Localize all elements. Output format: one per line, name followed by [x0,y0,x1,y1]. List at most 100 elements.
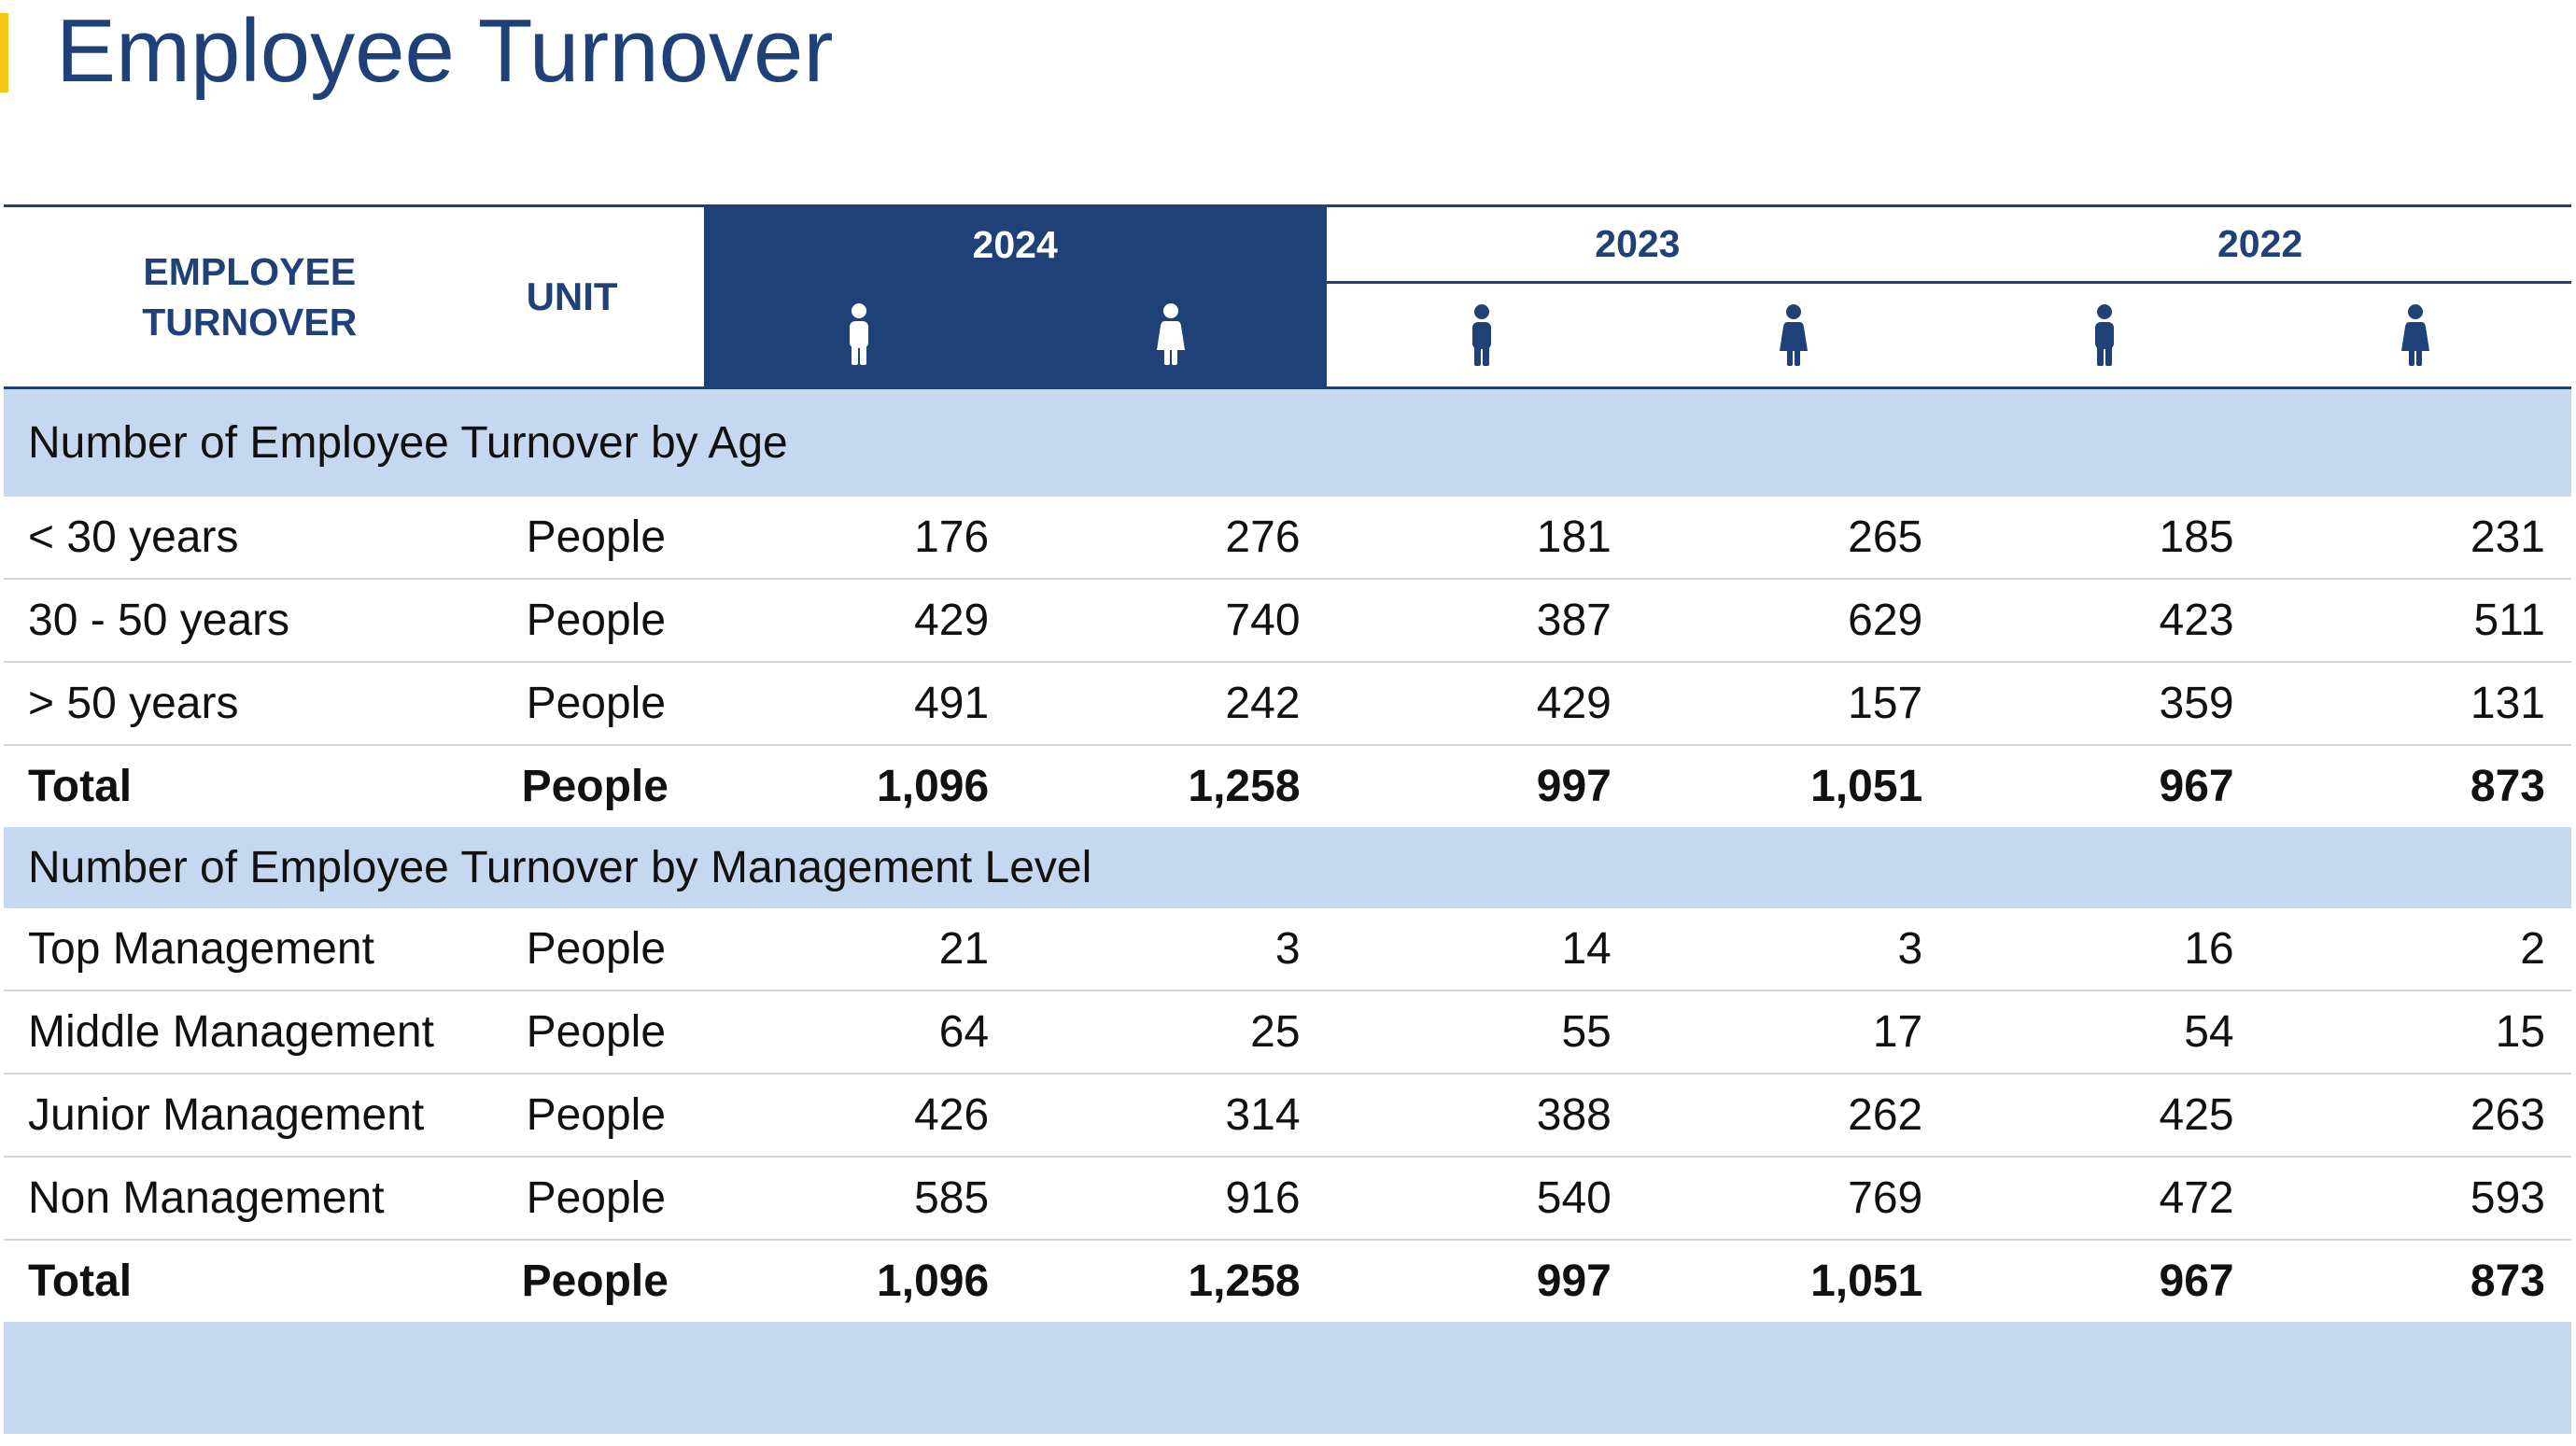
value-cell: 1,051 [1810,1256,1923,1306]
row-label: Non Management [4,1157,496,1241]
row-label: < 30 years [4,497,496,580]
section-header-management-level: Number of Employee Turnover by Managemen… [4,827,2571,908]
value-cell: 242 [1015,662,1327,746]
row-label: > 50 years [4,662,496,746]
value-cell: 585 [703,1157,1016,1241]
header-employee-turnover: EMPLOYEE TURNOVER [4,204,496,389]
value-cell: 873 [2470,1256,2545,1306]
row-unit: People [495,497,704,580]
value-cell: 540 [1326,1157,1638,1241]
value-cell: 472 [1949,1157,2260,1241]
value-cell: 131 [2259,662,2571,746]
value-cell: 873 [2470,762,2545,811]
table-row: > 50 years People 491 242 429 157 359 13… [4,662,2571,746]
section-title: Number of Employee Turnover by Age [4,387,2571,497]
value-cell: 916 [1015,1157,1327,1241]
value-cell: 1,096 [877,762,990,811]
value-cell: 185 [1949,497,2260,580]
value-cell: 429 [1326,662,1638,746]
value-cell: 511 [2259,579,2571,663]
value-cell: 388 [1326,1074,1638,1158]
row-label: Junior Management [4,1074,496,1158]
year-header-2023: 2023 [1326,204,1950,284]
value-cell: 1,258 [1188,762,1301,811]
value-cell: 176 [703,497,1016,580]
value-cell: 55 [1326,990,1638,1074]
value-cell: 425 [1949,1074,2260,1158]
value-cell: 423 [1949,579,2260,663]
row-unit: People [495,1074,704,1158]
value-cell: 21 [703,908,1016,991]
value-cell: 997 [1536,1256,1612,1306]
female-icon [2259,282,2571,389]
section-header-age: Number of Employee Turnover by Age [4,387,2571,497]
year-header-2024: 2024 [703,204,1327,283]
value-cell: 2 [2259,908,2571,991]
male-icon [1949,282,2260,389]
row-label: Total [28,1256,133,1306]
table-row: 30 - 50 years People 429 740 387 629 423… [4,579,2571,663]
value-cell: 769 [1637,1157,1950,1241]
value-cell: 429 [703,579,1016,663]
table-row: Non Management People 585 916 540 769 47… [4,1157,2571,1241]
header-unit: UNIT [495,204,704,389]
value-cell: 740 [1015,579,1327,663]
value-cell: 25 [1015,990,1327,1074]
value-cell: 314 [1015,1074,1327,1158]
value-cell: 997 [1536,762,1612,811]
female-icon [1637,282,1950,389]
row-unit: People [521,1256,669,1306]
value-cell: 265 [1637,497,1950,580]
value-cell: 181 [1326,497,1638,580]
value-cell: 17 [1637,990,1950,1074]
table-row: Middle Management People 64 25 55 17 54 … [4,990,2571,1074]
turnover-table: EMPLOYEE TURNOVER UNIT 2024 2023 2022 [4,204,2571,1434]
value-cell: 16 [1949,908,2260,991]
value-cell: 263 [2259,1074,2571,1158]
table-row: < 30 years People 176 276 181 265 185 23… [4,497,2571,580]
footer-band [4,1322,2571,1434]
total-row: Total People 1,096 1,258 997 1,051 967 8… [4,745,2571,827]
value-cell: 3 [1637,908,1950,991]
header-label-line1: EMPLOYEE [143,250,357,293]
female-icon [1015,282,1327,389]
value-cell: 64 [703,990,1016,1074]
page-title: Employee Turnover [56,1,834,101]
row-unit: People [495,579,704,663]
value-cell: 14 [1326,908,1638,991]
row-label: Total [28,762,133,811]
value-cell: 54 [1949,990,2260,1074]
value-cell: 387 [1326,579,1638,663]
value-cell: 629 [1637,579,1950,663]
row-unit: People [495,908,704,991]
value-cell: 426 [703,1074,1016,1158]
value-cell: 15 [2259,990,2571,1074]
value-cell: 231 [2259,497,2571,580]
year-header-2022: 2022 [1949,204,2571,284]
value-cell: 1,051 [1810,762,1923,811]
male-icon [1326,282,1638,389]
total-row: Total People 1,096 1,258 997 1,051 967 8… [4,1240,2571,1322]
value-cell: 157 [1637,662,1950,746]
value-cell: 3 [1015,908,1327,991]
table-row: Top Management People 21 3 14 3 16 2 [4,908,2571,991]
value-cell: 491 [703,662,1016,746]
value-cell: 262 [1637,1074,1950,1158]
value-cell: 593 [2259,1157,2571,1241]
table-row: Junior Management People 426 314 388 262… [4,1074,2571,1158]
row-label: Middle Management [4,990,496,1074]
value-cell: 1,258 [1188,1256,1301,1306]
row-label: 30 - 50 years [4,579,496,663]
row-label: Top Management [4,908,496,991]
value-cell: 967 [2159,1256,2234,1306]
row-unit: People [521,762,669,811]
section-title: Number of Employee Turnover by Managemen… [4,827,2571,908]
header-label-line2: TURNOVER [142,301,358,344]
male-icon [703,282,1016,389]
value-cell: 1,096 [877,1256,990,1306]
value-cell: 276 [1015,497,1327,580]
value-cell: 967 [2159,762,2234,811]
row-unit: People [495,1157,704,1241]
title-accent-bar [0,13,8,92]
value-cell: 359 [1949,662,2260,746]
